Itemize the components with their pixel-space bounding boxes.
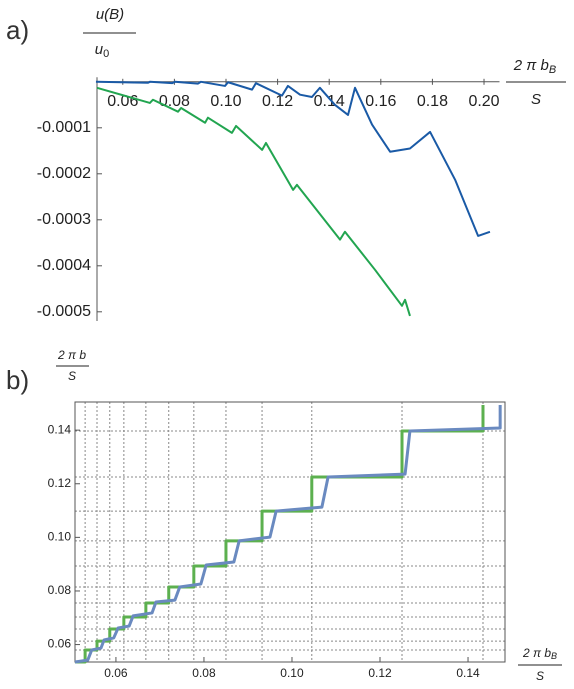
- x-axis-label-part: 2 π b: [513, 57, 549, 74]
- y-axis-label-part: u: [95, 41, 104, 58]
- y-axis-label: u(B): [96, 6, 124, 23]
- x-tick-label: 0.06: [104, 666, 128, 680]
- y-tick-label: 0.10: [48, 530, 72, 544]
- y-tick-label: 0.08: [48, 583, 72, 597]
- y-axis-label-subscript: 0: [103, 48, 109, 60]
- panel-label: a): [6, 15, 29, 45]
- data-line: [74, 404, 502, 664]
- x-tick-label: 0.16: [365, 93, 396, 110]
- y-tick-label: -0.0003: [37, 211, 91, 228]
- x-tick-label: 0.10: [280, 666, 304, 680]
- x-tick-label: 0.20: [468, 93, 499, 110]
- data-line: [75, 404, 485, 664]
- y-axis-label: 2 π b: [57, 348, 86, 362]
- x-tick-label: 0.18: [417, 93, 448, 110]
- y-tick-label: 0.12: [48, 476, 72, 490]
- y-tick-label: -0.0001: [37, 119, 91, 136]
- y-tick-label: 0.14: [48, 422, 72, 436]
- data-line: [95, 80, 491, 237]
- x-tick-label: 0.12: [368, 666, 392, 680]
- x-axis-label: 2 π bB: [522, 646, 557, 661]
- y-tick-label: 0.06: [48, 637, 72, 651]
- x-tick-label: 0.12: [262, 93, 293, 110]
- y-tick-label: -0.0005: [37, 303, 91, 320]
- x-axis-label: S: [536, 669, 544, 683]
- y-axis-label: S: [68, 369, 76, 383]
- x-tick-label: 0.14: [314, 93, 345, 110]
- x-axis-label: 2 π bB: [513, 57, 556, 76]
- x-tick-label: 0.08: [192, 666, 216, 680]
- x-tick-label: 0.10: [210, 93, 241, 110]
- x-axis-label-subscript: B: [551, 651, 557, 661]
- x-axis-label-subscript: B: [549, 64, 556, 76]
- x-tick-label: 0.14: [456, 666, 480, 680]
- x-tick-label: 0.08: [159, 93, 190, 110]
- y-tick-label: -0.0002: [37, 165, 91, 182]
- data-line: [96, 86, 411, 317]
- y-tick-label: -0.0004: [37, 257, 91, 274]
- y-axis-label: u0: [95, 41, 109, 60]
- x-axis-label-part: 2 π b: [522, 646, 551, 660]
- panel-label: b): [6, 365, 29, 395]
- plot-frame: [74, 401, 506, 663]
- x-axis-label: S: [531, 91, 541, 108]
